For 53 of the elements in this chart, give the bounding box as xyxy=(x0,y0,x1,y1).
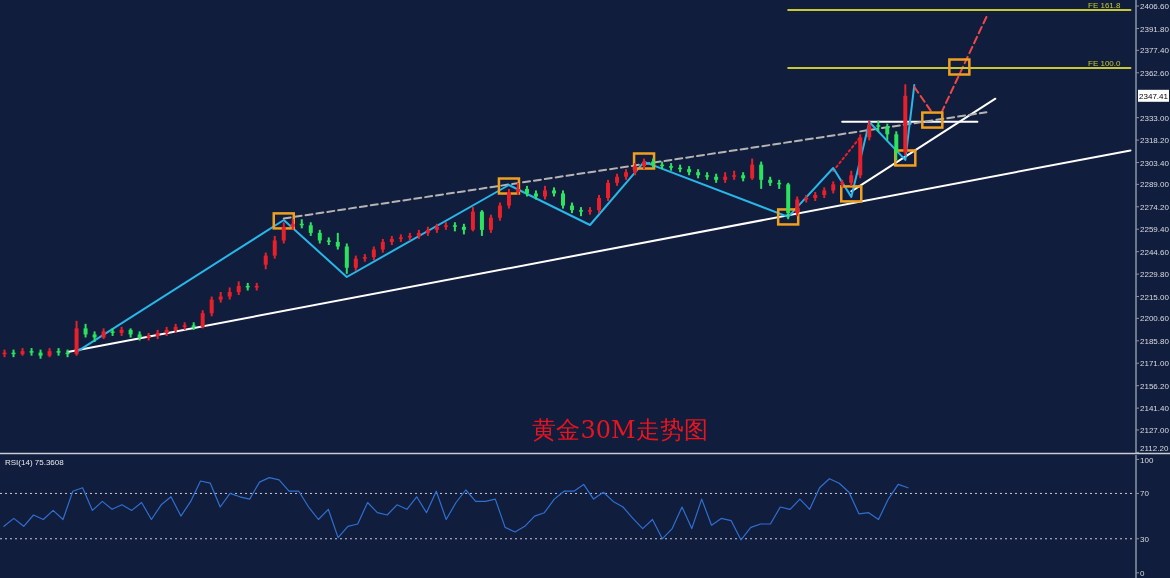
point xyxy=(921,111,944,129)
candlestick xyxy=(488,213,493,234)
y-tick-label: 30 xyxy=(1140,534,1150,544)
text: 黄金30M走势图 xyxy=(532,416,708,444)
candlestick xyxy=(506,187,511,210)
candlestick xyxy=(200,309,205,330)
y-tick-label: 2274.20 xyxy=(1140,202,1170,212)
candlestick xyxy=(272,234,277,260)
point xyxy=(948,58,971,76)
point xyxy=(840,185,863,203)
y-tick-label: 0 xyxy=(1140,568,1145,578)
candlestick xyxy=(750,157,755,181)
chart-title: RSI(14) 75.3608 xyxy=(5,458,65,467)
y-tick-label: 2171.00 xyxy=(1140,359,1170,369)
line-series xyxy=(3,477,909,541)
series-label: FE 100.0 xyxy=(1088,58,1122,68)
y-tick-label: 2127.00 xyxy=(1140,425,1170,435)
candlestick xyxy=(470,206,475,233)
y-tick-label: 2303.40 xyxy=(1140,158,1170,168)
y-tick-label: 2229.80 xyxy=(1140,270,1170,280)
candlestick xyxy=(894,130,899,162)
candlestick xyxy=(759,160,764,190)
candlestick xyxy=(606,178,611,203)
candlestick xyxy=(497,201,502,222)
y-tick-label: 2377.40 xyxy=(1140,46,1170,56)
point xyxy=(632,152,656,170)
y-tick-label: 2200.60 xyxy=(1140,314,1170,324)
series-label: FE 161.8 xyxy=(1088,0,1122,10)
candlestick xyxy=(795,195,800,218)
y-tick-label: 70 xyxy=(1140,489,1150,499)
annotation: 2347.41 xyxy=(1139,91,1169,101)
candlestick xyxy=(281,221,286,245)
y-tick-label: 2391.80 xyxy=(1140,24,1170,34)
y-tick-label: 2259.40 xyxy=(1140,225,1170,235)
y-tick-label: 2141.40 xyxy=(1140,404,1170,414)
candlestick xyxy=(561,189,565,210)
candlestick xyxy=(597,193,602,215)
y-tick-label: 2289.00 xyxy=(1140,180,1170,190)
candlestick xyxy=(344,242,349,275)
candlestick xyxy=(479,209,484,237)
y-tick-label: 2215.00 xyxy=(1140,292,1170,302)
y-tick-label: 2185.80 xyxy=(1140,336,1170,346)
y-tick-label: 2406.60 xyxy=(1140,2,1170,12)
point xyxy=(776,208,800,226)
y-tick-label: 2112.20 xyxy=(1140,444,1169,453)
y-tick-label: 2362.60 xyxy=(1140,68,1170,78)
y-tick-label: 2244.60 xyxy=(1140,247,1170,257)
y-tick-label: 2333.00 xyxy=(1140,113,1170,123)
y-tick-label: 2318.20 xyxy=(1140,136,1170,146)
candlestick xyxy=(209,295,214,318)
candlestick xyxy=(867,119,872,142)
y-tick-label: 2156.20 xyxy=(1140,381,1170,391)
y-tick-label: 100 xyxy=(1140,456,1154,465)
